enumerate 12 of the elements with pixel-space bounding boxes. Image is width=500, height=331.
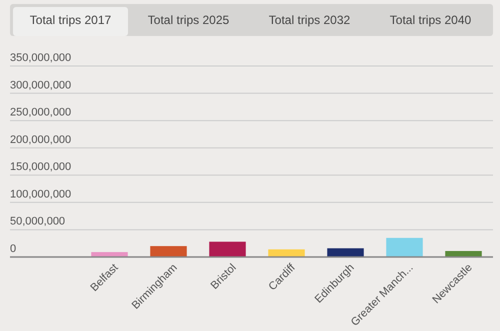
- text: Total trips 2040: [388, 12, 472, 29]
- chart-title: Total trips 2017: [13, 7, 128, 36]
- y-tick-label: 350,000,000: [10, 52, 72, 64]
- y-tick-label: 100,000,000: [10, 188, 72, 200]
- y-tick-label: 250,000,000: [10, 106, 72, 119]
- y-tick-label: 200,000,000: [10, 134, 72, 146]
- y-tick-label: 150,000,000: [10, 161, 72, 174]
- text: Total trips 2025: [146, 12, 230, 29]
- text: Total trips 2032: [268, 12, 352, 29]
- y-tick-label: 0: [10, 243, 16, 255]
- y-tick-label: 50,000,000: [10, 216, 66, 228]
- y-tick-label: 300,000,000: [10, 79, 72, 92]
